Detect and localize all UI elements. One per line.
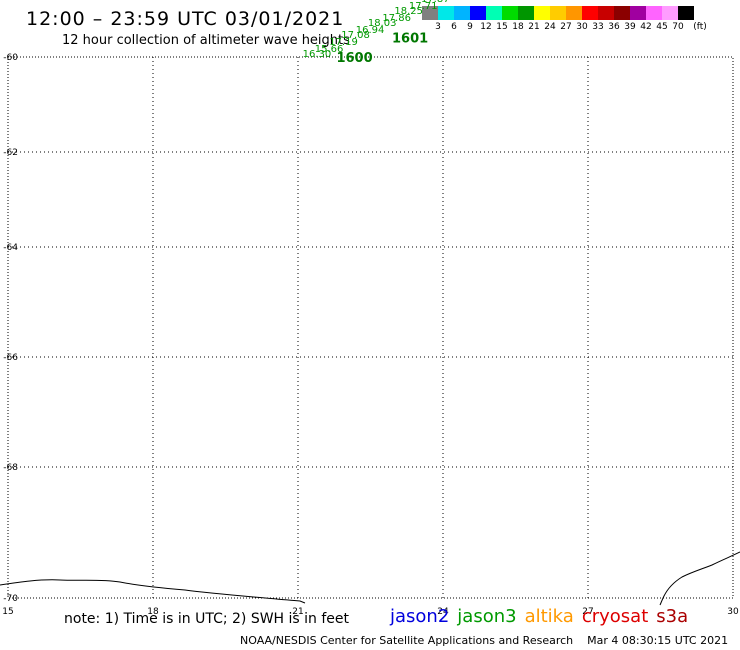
- satellite-name: s3a: [656, 606, 689, 627]
- legend-tick: 36: [608, 22, 620, 32]
- x-tick-label: 30: [727, 607, 739, 617]
- pass-time-label: 1600: [336, 51, 372, 66]
- legend-swatch: [470, 6, 486, 20]
- pass-time-label: 1601: [392, 32, 428, 47]
- legend-swatch: [630, 6, 646, 20]
- x-tick-label: 15: [2, 607, 13, 617]
- legend-tick: 27: [560, 22, 572, 32]
- y-tick-label: -60: [3, 53, 18, 63]
- legend-tick: (ft): [693, 22, 707, 32]
- footer-credit: NOAA/NESDIS Center for Satellite Applica…: [240, 634, 728, 647]
- credit-text: NOAA/NESDIS Center for Satellite Applica…: [240, 634, 574, 647]
- map-grid: 15 18 21 24 27 30 -60 -62 -64 -66 -68 -70: [2, 53, 739, 617]
- legend-tick: 6: [451, 22, 457, 32]
- y-tick-label: -70: [3, 594, 18, 604]
- legend-tick: 45: [656, 22, 668, 32]
- legend-tick: 12: [480, 22, 492, 32]
- legend-swatch: [566, 6, 582, 20]
- legend-tick: 21: [528, 22, 540, 32]
- legend-tick: 33: [592, 22, 604, 32]
- legend-tick: 30: [576, 22, 588, 32]
- y-tick-label: -62: [3, 148, 18, 158]
- timestamp-text: Mar 4 08:30:15 UTC 2021: [587, 634, 729, 647]
- y-tick-label: -68: [3, 463, 18, 473]
- y-tick-label: -66: [3, 353, 18, 363]
- legend-tick: 24: [544, 22, 556, 32]
- satellite-name: jason2: [390, 606, 450, 627]
- swh-value: 17.08: [341, 30, 370, 41]
- legend-swatch: [502, 6, 518, 20]
- legend-swatch: [518, 6, 534, 20]
- map-title: 12:00 – 23:59 UTC 03/01/2021: [26, 8, 345, 30]
- legend-tick: 39: [624, 22, 636, 32]
- legend-swatch: [486, 6, 502, 20]
- swh-value: 17.71: [409, 1, 438, 12]
- y-tick-label: -64: [3, 243, 18, 253]
- x-tick-label: 27: [582, 607, 593, 617]
- legend-tick: 18: [512, 22, 524, 32]
- swh-value: 18.03: [368, 18, 397, 29]
- color-scale-legend: [422, 6, 694, 20]
- legend-swatch: [662, 6, 678, 20]
- swh-value: 16.94: [356, 25, 385, 36]
- satellite-name: jason3: [457, 606, 517, 627]
- legend-swatch: [646, 6, 662, 20]
- x-tick-label: 18: [147, 607, 159, 617]
- legend-swatch: [534, 6, 550, 20]
- legend-swatch: [550, 6, 566, 20]
- note-text: note: 1) Time is in UTC; 2) SWH is in fe…: [64, 611, 350, 627]
- swh-value: 17.19: [329, 37, 358, 48]
- legend-tick: 9: [467, 22, 473, 32]
- swh-value: 17.87: [421, 0, 450, 5]
- legend-swatch: [598, 6, 614, 20]
- legend-tick: 42: [640, 22, 652, 32]
- satellite-name: cryosat: [581, 606, 649, 627]
- x-tick-label: 21: [292, 607, 303, 617]
- swh-value: 18.25: [394, 6, 423, 17]
- legend-swatch: [438, 6, 454, 20]
- x-tick-label: 24: [437, 607, 449, 617]
- legend-tick: 15: [496, 22, 508, 32]
- antarctic-coast-east: [659, 551, 740, 606]
- legend-swatch: [582, 6, 598, 20]
- swh-value: 17.86: [382, 13, 411, 24]
- legend-tick: 3: [435, 22, 441, 32]
- satellite-name: altika: [524, 606, 574, 627]
- legend-swatch: [454, 6, 470, 20]
- legend-swatch: [678, 6, 694, 20]
- coastline: [0, 551, 740, 606]
- swh-value: 15.66: [315, 44, 344, 55]
- map-subtitle: 12 hour collection of altimeter wave hei…: [62, 33, 350, 48]
- legend-swatch: [422, 6, 438, 20]
- antarctic-coast-west: [0, 579, 306, 604]
- legend-tick: 70: [672, 22, 684, 32]
- plot-frame: [7, 56, 734, 599]
- swh-value: 16.30: [303, 49, 332, 60]
- legend-swatch: [614, 6, 630, 20]
- satellite-legend: jason2 jason3 altika cryosat s3a: [390, 606, 696, 627]
